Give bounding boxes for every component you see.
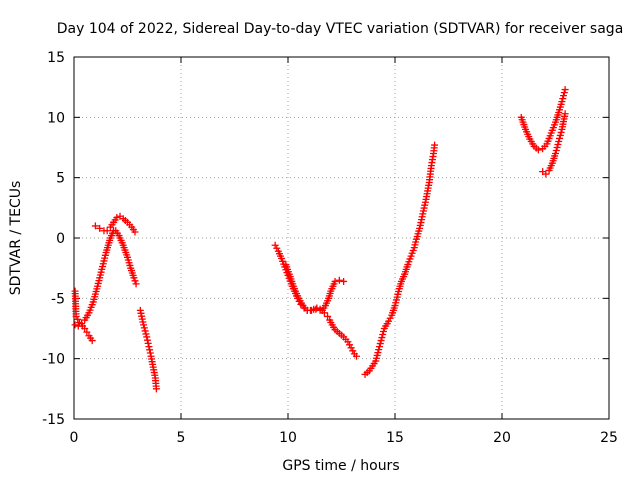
data-point <box>340 277 348 285</box>
data-point <box>385 317 393 325</box>
data-point <box>335 276 343 284</box>
y-tick-label: 0 <box>56 231 65 247</box>
data-point <box>146 346 154 354</box>
data-point <box>561 110 569 118</box>
data-point <box>377 337 385 345</box>
data-point <box>331 277 339 285</box>
data-point <box>140 324 148 332</box>
data-point <box>91 222 99 230</box>
data-point <box>555 137 563 145</box>
data-point <box>553 144 561 151</box>
data-point <box>88 337 96 345</box>
data-point <box>552 147 560 155</box>
y-tick-label: 10 <box>47 110 65 126</box>
data-point <box>559 95 567 103</box>
data-point <box>560 89 568 97</box>
data-point <box>81 325 89 332</box>
data-point <box>273 244 281 252</box>
data-point <box>143 336 151 344</box>
y-tick-label: -15 <box>42 412 65 428</box>
data-point <box>379 331 387 339</box>
data-point <box>131 228 139 236</box>
data-point <box>140 321 148 329</box>
chart-title: Day 104 of 2022, Sidereal Day-to-day VTE… <box>57 21 624 37</box>
axis-ticks <box>73 56 610 420</box>
data-point <box>552 150 559 158</box>
data-point <box>142 330 150 338</box>
x-tick-label: 5 <box>177 430 186 446</box>
data-point <box>556 134 564 142</box>
data-point <box>308 306 316 314</box>
data-point <box>74 315 82 323</box>
data-point <box>375 346 383 354</box>
x-tick-label: 0 <box>70 430 79 446</box>
data-point <box>324 312 332 320</box>
data-point <box>378 334 386 342</box>
y-tick-label: 5 <box>56 171 65 187</box>
data-point <box>71 321 79 329</box>
data-point <box>113 213 121 221</box>
data-points <box>71 86 569 393</box>
data-point <box>557 128 565 136</box>
data-point <box>431 141 439 149</box>
data-point <box>312 305 320 313</box>
x-tick-label: 20 <box>493 430 511 446</box>
x-tick-label: 10 <box>279 430 297 446</box>
x-tick-label: 25 <box>600 430 618 446</box>
grid <box>74 57 609 419</box>
data-point <box>554 140 562 148</box>
data-point <box>152 385 160 393</box>
y-axis-label: SDTVAR / TECUs <box>8 181 24 296</box>
y-tick-label: -5 <box>51 291 65 307</box>
data-point <box>83 328 91 336</box>
data-point <box>542 170 550 178</box>
data-point <box>144 339 152 347</box>
data-point <box>375 343 383 351</box>
data-point <box>386 314 394 322</box>
x-axis-label: GPS time / hours <box>282 458 399 474</box>
data-point <box>346 341 354 349</box>
data-point <box>376 340 384 348</box>
data-point <box>534 146 542 154</box>
data-point <box>352 352 360 360</box>
data-point <box>344 338 352 346</box>
data-point <box>131 277 139 285</box>
data-point <box>145 343 153 351</box>
x-tick-label: 15 <box>386 430 404 446</box>
data-point <box>141 327 149 335</box>
data-point <box>558 98 566 106</box>
data-point <box>132 280 140 288</box>
data-point <box>143 333 151 341</box>
data-point <box>146 349 154 357</box>
data-point <box>77 320 85 328</box>
y-tick-label: 15 <box>47 50 65 66</box>
data-point <box>103 227 111 235</box>
data-point <box>556 131 564 139</box>
data-point <box>96 224 104 232</box>
data-point <box>374 349 382 357</box>
data-point <box>560 92 568 100</box>
data-point <box>72 312 80 320</box>
data-point <box>347 344 355 352</box>
y-tick-label: -10 <box>42 352 65 368</box>
data-point <box>130 274 138 282</box>
data-point <box>561 86 569 94</box>
data-point <box>349 347 357 355</box>
data-point <box>271 241 279 249</box>
tick-labels: 0 5 10 15 20 25 -15 -10 -5 0 5 10 15 <box>42 50 618 446</box>
data-point <box>379 328 387 336</box>
